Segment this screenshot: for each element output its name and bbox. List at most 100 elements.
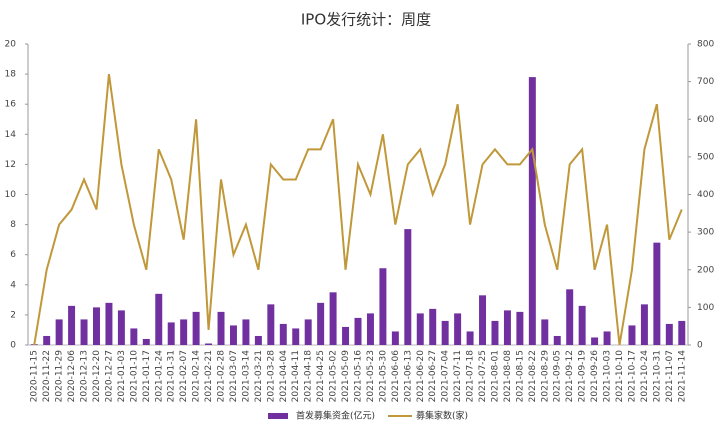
y2-tick-label: 700 xyxy=(697,77,714,87)
x-tick-label: 2020-11-22 xyxy=(42,350,52,402)
x-tick-label: 2021-02-14 xyxy=(192,350,202,403)
y-tick-label: 20 xyxy=(5,40,17,50)
x-tick-label: 2020-11-29 xyxy=(55,350,65,403)
x-tick-label: 2021-03-07 xyxy=(229,350,239,402)
x-tick-label: 2021-06-13 xyxy=(403,350,413,402)
bar xyxy=(479,295,487,345)
x-tick-label: 2021-08-01 xyxy=(490,350,500,402)
y2-tick-label: 0 xyxy=(697,341,703,351)
x-tick-label: 2020-12-27 xyxy=(104,350,114,402)
x-tick-label: 2021-02-07 xyxy=(179,350,189,402)
x-tick-label: 2020-12-06 xyxy=(67,350,77,403)
bar xyxy=(43,335,51,345)
bar xyxy=(80,319,88,345)
bar xyxy=(429,308,437,345)
bar xyxy=(167,322,175,345)
x-tick-label: 2020-12-20 xyxy=(92,350,102,403)
x-tick-label: 2021-09-05 xyxy=(553,350,563,402)
x-tick-label: 2021-07-11 xyxy=(453,350,463,402)
x-tick-label: 2021-08-08 xyxy=(503,350,513,403)
y-tick-label: 6 xyxy=(10,250,16,260)
x-tick-label: 2021-01-17 xyxy=(142,350,152,402)
bar xyxy=(603,331,611,345)
bar xyxy=(441,320,449,345)
x-tick-label: 2021-01-24 xyxy=(154,350,164,403)
bar xyxy=(217,311,225,345)
y2-tick-label: 100 xyxy=(697,303,714,313)
x-tick-label: 2021-07-04 xyxy=(441,350,451,403)
bar xyxy=(516,311,524,345)
x-tick-label: 2021-06-06 xyxy=(391,350,401,403)
x-tick-label: 2021-03-21 xyxy=(254,350,264,402)
bar xyxy=(93,307,100,345)
bar xyxy=(640,304,648,345)
x-tick-label: 2021-10-24 xyxy=(640,350,650,403)
x-tick-label: 2021-05-16 xyxy=(354,350,364,403)
x-tick-label: 2021-05-09 xyxy=(341,350,351,403)
line xyxy=(33,73,683,346)
bar xyxy=(142,338,150,345)
bar xyxy=(292,328,300,345)
bar xyxy=(379,268,387,345)
x-tick-label: 2021-04-25 xyxy=(316,350,326,402)
y-tick-label: 0 xyxy=(10,341,16,351)
x-tick-label: 2021-04-18 xyxy=(304,350,314,403)
bar xyxy=(192,311,200,345)
y-tick-label: 10 xyxy=(5,190,17,200)
bar xyxy=(117,310,125,345)
x-tick-label: 2021-10-17 xyxy=(627,350,637,402)
bar xyxy=(279,323,287,345)
x-tick-label: 2021-03-14 xyxy=(241,350,251,403)
x-tick-label: 2020-12-13 xyxy=(80,350,90,402)
y2-tick-label: 600 xyxy=(697,115,714,125)
bar xyxy=(566,289,574,345)
x-tick-label: 2021-02-21 xyxy=(204,350,214,402)
bar xyxy=(304,319,312,345)
x-tick-label: 2021-09-26 xyxy=(590,350,600,403)
bar xyxy=(578,305,586,345)
bar xyxy=(155,293,163,345)
x-tick-label: 2020-11-15 xyxy=(30,350,40,402)
x-tick-label: 2021-04-04 xyxy=(279,350,289,403)
bar xyxy=(205,343,213,345)
x-tick-label: 2021-11-07 xyxy=(665,350,675,402)
x-tick-label: 2021-05-02 xyxy=(329,350,339,402)
legend-swatch xyxy=(268,413,288,419)
x-tick-label: 2021-06-27 xyxy=(428,350,438,402)
y-tick-label: 16 xyxy=(5,100,17,110)
bar xyxy=(591,337,599,345)
bar xyxy=(105,302,113,345)
x-tick-label: 2021-01-10 xyxy=(129,350,139,403)
y-tick-label: 12 xyxy=(5,160,16,170)
x-tick-label: 2021-10-10 xyxy=(615,350,625,403)
y2-tick-label: 300 xyxy=(697,228,714,238)
bar xyxy=(678,320,686,345)
x-tick-label: 2021-11-14 xyxy=(677,350,687,403)
bar xyxy=(317,302,325,345)
bar xyxy=(653,242,661,345)
y2-tick-label: 500 xyxy=(697,152,714,162)
bar xyxy=(454,313,462,345)
bar xyxy=(553,335,561,345)
y2-tick-label: 200 xyxy=(697,265,714,275)
bar xyxy=(242,319,250,345)
x-tick-label: 2021-09-19 xyxy=(578,350,588,403)
legend-label: 首发募集资金(亿元) xyxy=(296,410,375,422)
bar xyxy=(342,326,350,345)
bar xyxy=(628,325,636,345)
x-tick-label: 2021-03-28 xyxy=(266,350,276,403)
x-tick-label: 2021-07-25 xyxy=(478,350,488,402)
x-tick-label: 2021-08-15 xyxy=(515,350,525,402)
bar xyxy=(491,320,499,345)
y-tick-label: 18 xyxy=(5,70,17,80)
bar xyxy=(366,313,374,345)
y-tick-label: 2 xyxy=(10,310,16,320)
bar xyxy=(541,319,549,345)
x-tick-label: 2021-08-22 xyxy=(528,350,538,402)
x-tick-label: 2021-01-03 xyxy=(117,350,127,402)
x-tick-label: 2021-10-31 xyxy=(652,350,662,402)
x-tick-label: 2021-02-28 xyxy=(217,350,227,403)
x-tick-label: 2021-10-03 xyxy=(603,350,613,402)
bar xyxy=(665,323,673,345)
